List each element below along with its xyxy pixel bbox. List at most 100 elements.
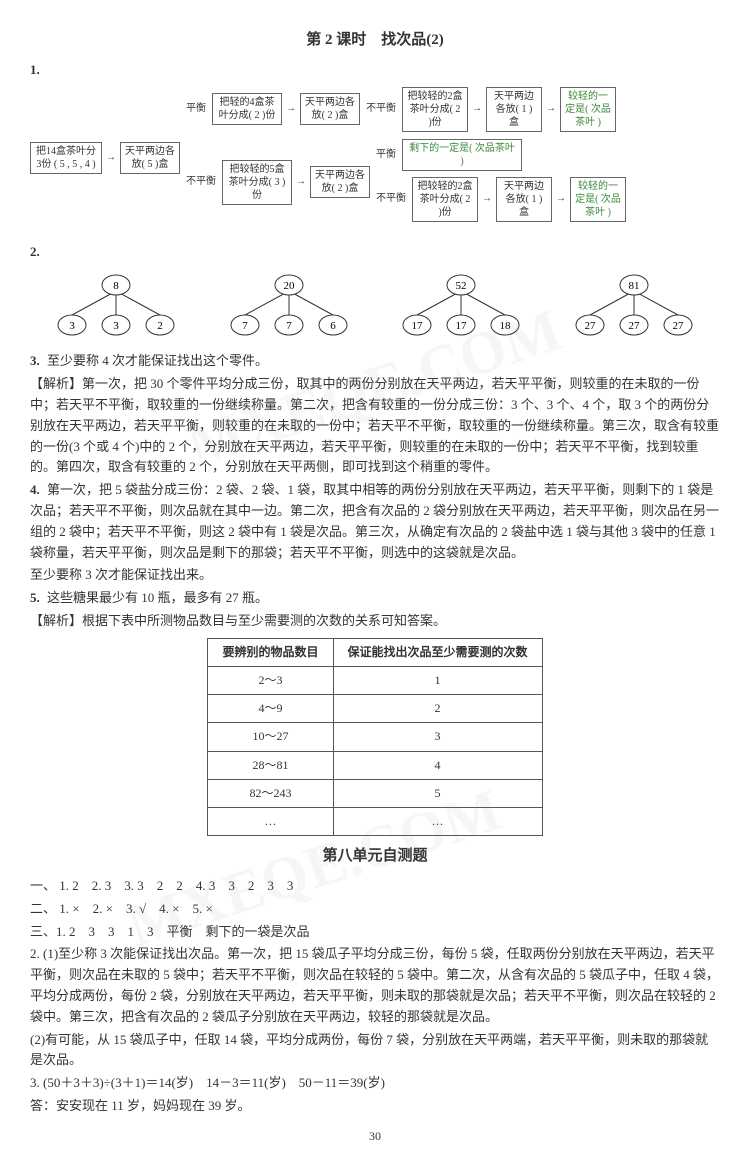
svg-text:52: 52 <box>456 280 467 292</box>
flow-start: 把14盒茶叶分3份 ( 5 , 5 , 4 ) <box>30 142 102 174</box>
svg-text:17: 17 <box>412 320 424 332</box>
q5-label: 5. <box>30 590 40 605</box>
svg-text:17: 17 <box>456 320 468 332</box>
flow-box: 天平两边各放( 2 )盒 <box>310 166 370 198</box>
arrow-icon: → <box>286 101 296 117</box>
question-5: 5. 这些糖果最少有 10 瓶，最多有 27 瓶。 <box>30 588 720 609</box>
answer-item: 3. √ <box>126 901 159 916</box>
arrow-icon: → <box>472 101 482 117</box>
svg-text:81: 81 <box>628 280 639 292</box>
flow-result: 较轻的一定是( 次品茶叶 ) <box>560 87 616 132</box>
q4-conclude: 至少要称 3 次才能保证找出来。 <box>30 565 720 586</box>
answer-item: 4. × <box>159 901 192 916</box>
section-3-2b: (2)有可能，从 15 袋瓜子中，任取 14 袋，平均分成两份，每份 7 袋，分… <box>30 1030 720 1072</box>
flow-result: 剩下的一定是( 次品茶叶 ) <box>402 139 522 171</box>
table-header: 要辨别的物品数目 <box>208 638 333 666</box>
table-cell: 4～9 <box>208 695 333 723</box>
table-cell: 1 <box>333 666 542 694</box>
table-cell: 82～243 <box>208 779 333 807</box>
svg-text:8: 8 <box>114 280 120 292</box>
tree-diagram: 52 17 17 18 <box>391 269 531 339</box>
arrow-icon: → <box>546 101 556 117</box>
tree-diagram: 20 7 7 6 <box>219 269 359 339</box>
flow-step: 天平两边各放( 5 )盒 <box>120 142 180 174</box>
flow-box: 把较轻的2盒茶叶分成( 2 )份 <box>412 177 478 222</box>
flow-box: 天平两边各放( 2 )盒 <box>300 93 360 125</box>
table-row: 10～273 <box>208 723 542 751</box>
sec1-label: 一、 <box>30 878 56 893</box>
flow-box: 把较轻的5盒茶叶分成( 3 )份 <box>222 160 292 205</box>
svg-text:3: 3 <box>114 320 120 332</box>
min-times-table: 要辨别的物品数目保证能找出次品至少需要测的次数 2～314～9210～27328… <box>207 638 542 836</box>
q1-label: 1. <box>30 62 40 77</box>
tree-diagram: 8 3 3 2 <box>46 269 186 339</box>
table-cell: 10～27 <box>208 723 333 751</box>
table-row: 28～814 <box>208 751 542 779</box>
tree-diagram: 81 27 27 27 <box>564 269 704 339</box>
section-3-3a: 3. (50＋3＋3)÷(3＋1)＝14(岁) 14－3＝11(岁) 50－11… <box>30 1073 720 1094</box>
table-cell: … <box>333 807 542 835</box>
table-cell: 5 <box>333 779 542 807</box>
svg-text:3: 3 <box>70 320 76 332</box>
q5-text: 这些糖果最少有 10 瓶，最多有 27 瓶。 <box>47 590 268 605</box>
flow-box: 天平两边各放( 1 )盒 <box>496 177 552 222</box>
q5-analysis: 【解析】根据下表中所测物品数目与至少需要测的次数的关系可知答案。 <box>30 611 720 632</box>
answer-item: 3. 3 2 2 <box>124 878 196 893</box>
section-3-3b: 答：安安现在 11 岁，妈妈现在 39 岁。 <box>30 1096 720 1117</box>
flowchart: 把14盒茶叶分3份 ( 5 , 5 , 4 ) → 天平两边各放( 5 )盒 平… <box>30 87 720 230</box>
lesson-title: 第 2 课时 找次品(2) <box>30 28 720 52</box>
table-cell: 2 <box>333 695 542 723</box>
q4-label: 4. <box>30 482 40 497</box>
svg-text:27: 27 <box>584 320 596 332</box>
table-row: 4～92 <box>208 695 542 723</box>
table-row: 2～31 <box>208 666 542 694</box>
svg-text:27: 27 <box>628 320 640 332</box>
question-3: 3. 至少要称 4 次才能保证找出这个零件。 <box>30 351 720 372</box>
answer-item: 1. 2 <box>59 878 92 893</box>
svg-text:20: 20 <box>283 280 295 292</box>
table-cell: 4 <box>333 751 542 779</box>
unbalance-label: 不平衡 <box>374 191 408 207</box>
svg-text:27: 27 <box>672 320 684 332</box>
section-1: 一、 1. 2 2. 3 3. 3 2 2 4. 3 3 2 3 3 <box>30 876 720 897</box>
q3-label: 3. <box>30 353 40 368</box>
sec2-label: 二、 <box>30 901 56 916</box>
trees-row: 8 3 3 2 20 7 7 6 52 17 17 18 81 27 27 27 <box>30 269 720 346</box>
svg-text:7: 7 <box>242 320 248 332</box>
q2-label: 2. <box>30 244 40 259</box>
arrow-icon: → <box>296 174 306 190</box>
answer-item: 2. × <box>93 901 126 916</box>
answer-item: 1. × <box>59 901 92 916</box>
balance-label: 平衡 <box>374 147 398 163</box>
balance-label: 平衡 <box>184 101 208 117</box>
unit8-title: 第八单元自测题 <box>30 844 720 868</box>
q3-analysis: 【解析】第一次，把 30 个零件平均分成三份，取其中的两份分别放在天平两边，若天… <box>30 374 720 478</box>
svg-text:18: 18 <box>500 320 512 332</box>
section-3-1: 三、1. 2 3 3 1 3 平衡 剩下的一袋是次品 <box>30 922 720 943</box>
table-row: …… <box>208 807 542 835</box>
section-3-2a: 2. (1)至少称 3 次能保证找出次品。第一次，把 15 袋瓜子平均分成三份，… <box>30 944 720 1027</box>
answer-item: 2. 3 <box>92 878 125 893</box>
table-cell: 3 <box>333 723 542 751</box>
q4-text: 第一次，把 5 袋盐分成三份：2 袋、2 袋、1 袋，取其中相等的两份分别放在天… <box>30 482 719 559</box>
table-cell: 28～81 <box>208 751 333 779</box>
svg-text:7: 7 <box>286 320 292 332</box>
unbalance-label: 不平衡 <box>184 174 218 190</box>
flow-result: 较轻的一定是( 次品茶叶 ) <box>570 177 626 222</box>
table-header: 保证能找出次品至少需要测的次数 <box>333 638 542 666</box>
svg-text:2: 2 <box>158 320 164 332</box>
table-row: 82～2435 <box>208 779 542 807</box>
table-cell: 2～3 <box>208 666 333 694</box>
page-number: 30 <box>30 1127 720 1146</box>
q3-text: 至少要称 4 次才能保证找出这个零件。 <box>47 353 268 368</box>
question-1: 1. 把14盒茶叶分3份 ( 5 , 5 , 4 ) → 天平两边各放( 5 )… <box>30 60 720 230</box>
flow-box: 把较轻的2盒茶叶分成( 2 )份 <box>402 87 468 132</box>
arrow-icon: → <box>482 191 492 207</box>
answer-item: 5. × <box>192 901 212 916</box>
unbalance-label: 不平衡 <box>364 101 398 117</box>
flow-box: 天平两边各放( 1 )盒 <box>486 87 542 132</box>
table-cell: … <box>208 807 333 835</box>
question-2: 2. 8 3 3 2 20 7 7 6 52 17 17 18 81 27 27 27 <box>30 242 720 346</box>
flow-box: 把轻的4盒茶叶分成( 2 )份 <box>212 93 282 125</box>
svg-text:6: 6 <box>330 320 336 332</box>
